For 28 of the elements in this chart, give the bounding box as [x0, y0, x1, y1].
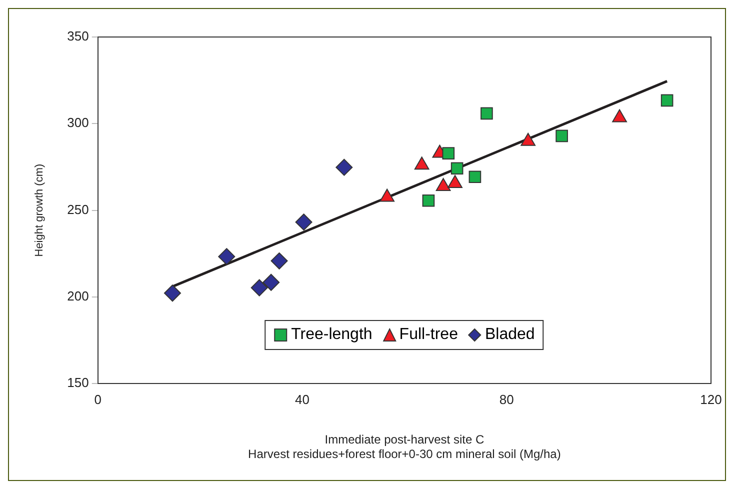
point	[468, 170, 482, 184]
point	[660, 94, 674, 107]
x-tick-label: 0	[94, 392, 102, 407]
y-tick-label: 350	[67, 28, 89, 44]
point	[556, 130, 568, 142]
y-tick-label: 250	[67, 202, 89, 217]
point	[336, 158, 353, 176]
x-tick-label: 40	[295, 392, 310, 407]
point	[270, 252, 288, 270]
x-tick-label: 80	[499, 392, 514, 407]
point	[250, 279, 268, 296]
point	[295, 214, 312, 231]
point	[218, 248, 236, 266]
y-tick-label: 150	[67, 375, 89, 390]
legend-label: Full-tree	[399, 326, 458, 344]
y-tick-label: 200	[67, 288, 89, 304]
point	[262, 274, 280, 291]
point	[480, 107, 493, 120]
x-tick-label: 120	[700, 392, 722, 407]
legend-label: Bladed	[484, 326, 535, 344]
y-tick-label: 300	[67, 115, 89, 130]
point	[442, 147, 455, 160]
point	[422, 194, 435, 207]
legend-label: Tree-length	[291, 326, 372, 344]
y-axis-title: Height growth (cm)	[34, 164, 46, 257]
point	[164, 284, 181, 302]
x-axis-title: Immediate post-harvest site C Harvest residues+forest floor+0-30 cm mineral soil (Mg/ha)	[248, 432, 561, 462]
point	[450, 162, 464, 175]
